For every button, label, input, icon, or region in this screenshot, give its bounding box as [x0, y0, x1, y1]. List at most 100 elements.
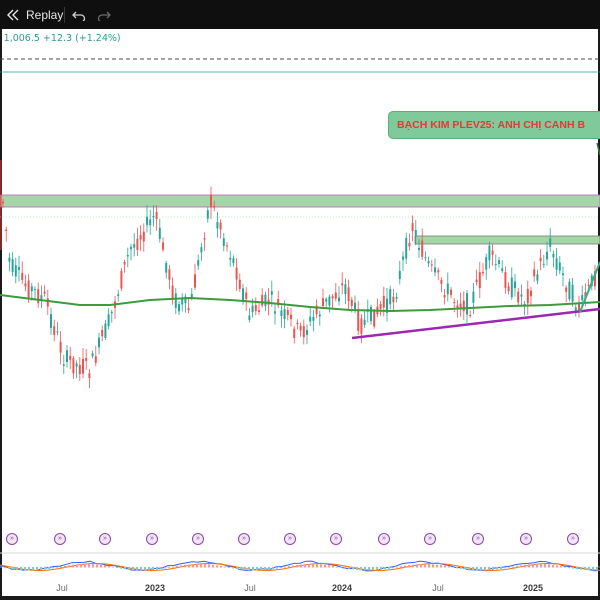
candle-body [475, 279, 478, 283]
event-marker-icon[interactable]: » [567, 533, 579, 545]
event-marker-icon[interactable]: » [6, 533, 18, 545]
histogram-bar [24, 567, 26, 571]
histogram-bar [60, 566, 62, 568]
histogram-bar [268, 567, 270, 570]
candle-body [546, 251, 548, 260]
candle-body [584, 292, 587, 299]
histogram-bar [300, 564, 302, 568]
candle-body [411, 223, 414, 231]
histogram-bar [496, 567, 498, 570]
replay-button[interactable]: Replay [6, 0, 63, 29]
histogram-bar [164, 567, 166, 569]
histogram-bar [424, 564, 426, 568]
histogram-bar [524, 564, 526, 568]
candle-body [181, 299, 184, 305]
candle-body [293, 328, 296, 338]
projection-arrow [579, 261, 600, 313]
histogram-bar [484, 567, 486, 571]
candle-body [386, 298, 388, 313]
candle-body [338, 297, 340, 302]
histogram-bar [556, 565, 558, 568]
candle-body [594, 271, 596, 287]
candle-body [37, 289, 40, 304]
candle-body [270, 291, 273, 295]
candle-body [120, 270, 123, 289]
candle-body [206, 210, 209, 219]
candle-body [136, 238, 139, 250]
candle-body [69, 355, 72, 360]
histogram-bar [260, 567, 262, 571]
candle-body [5, 229, 8, 231]
support-zone [414, 235, 600, 245]
candle-body [146, 216, 148, 225]
event-marker-icon[interactable]: » [330, 533, 342, 545]
histogram-bar [448, 566, 450, 568]
candle-body [210, 194, 212, 208]
histogram-bar [464, 567, 466, 570]
candle-body [98, 337, 100, 348]
candle-body [542, 263, 545, 265]
candle-body [472, 291, 475, 303]
candle-body [216, 221, 219, 229]
histogram-bar [428, 564, 430, 568]
histogram-bar [564, 566, 566, 568]
event-marker-icon[interactable]: » [238, 533, 250, 545]
candle-body [88, 373, 91, 378]
histogram-bar [68, 565, 70, 568]
candle-body [11, 259, 14, 272]
candle-body [514, 281, 516, 289]
candle-body [21, 272, 24, 281]
event-marker-icon[interactable]: » [192, 533, 204, 545]
event-marker-icon[interactable]: » [54, 533, 66, 545]
event-marker-icon[interactable]: » [284, 533, 296, 545]
candle-body [325, 299, 328, 302]
event-marker-icon[interactable]: » [146, 533, 158, 545]
candle-body [530, 290, 532, 297]
histogram-bar [332, 565, 334, 568]
histogram-bar [356, 567, 358, 570]
undo-button[interactable] [72, 0, 86, 29]
candle-body [443, 295, 446, 298]
candle-body [498, 260, 500, 264]
moving-average-line [0, 294, 600, 313]
candle-body [168, 269, 171, 280]
candle-body [222, 238, 225, 247]
candle-body [322, 298, 324, 306]
histogram-bar [108, 566, 110, 568]
candle-body [488, 245, 491, 261]
histogram-bar [292, 565, 294, 568]
candle-body [574, 307, 577, 312]
annotation-callout[interactable]: BẠCH KIM PLEV25: ANH CHỊ CANH B [388, 111, 600, 139]
histogram-bar [44, 567, 46, 570]
histogram-bar [96, 564, 98, 568]
candle-body [360, 318, 363, 334]
price-chart[interactable] [0, 29, 600, 600]
histogram-bar [112, 566, 114, 568]
histogram-bar [236, 567, 238, 570]
histogram-bar [360, 567, 362, 571]
candle-body [363, 319, 366, 325]
histogram-bar [232, 567, 234, 569]
candle-body [578, 303, 580, 311]
event-marker-icon[interactable]: » [472, 533, 484, 545]
candle-body [178, 304, 180, 312]
candle-body [238, 279, 241, 290]
histogram-bar [244, 567, 246, 571]
candle-body [242, 288, 244, 301]
candle-body [565, 287, 568, 292]
candle-body [254, 304, 257, 312]
histogram-bar [284, 566, 286, 568]
candle-body [248, 315, 251, 320]
event-marker-icon[interactable]: » [378, 533, 390, 545]
event-marker-icon[interactable]: » [520, 533, 532, 545]
candle-body [405, 237, 408, 259]
event-marker-icon[interactable]: » [99, 533, 111, 545]
histogram-bar [512, 566, 514, 568]
event-marker-icon[interactable]: » [424, 533, 436, 545]
histogram-bar [532, 564, 534, 568]
candle-body [440, 279, 443, 284]
candle-body [251, 305, 254, 313]
redo-button[interactable] [97, 0, 111, 29]
histogram-bar [348, 567, 350, 569]
